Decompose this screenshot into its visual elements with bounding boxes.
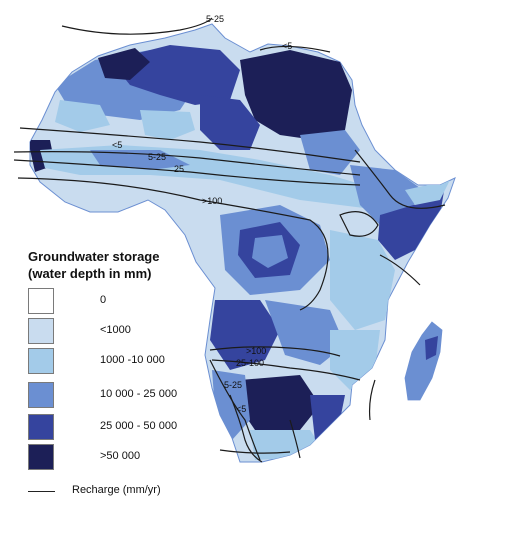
recharge-contour-sahel-25 [13, 159, 361, 186]
recharge-contour-sahel-5-25 [13, 151, 361, 176]
contour-label-sahel-25: 25 [174, 164, 184, 174]
recharge-contour-south-100 [209, 346, 341, 357]
recharge-contour-east-loop [339, 211, 379, 237]
legend-swatch [28, 414, 54, 440]
storage-zone-horn-pale [405, 180, 450, 205]
legend-label: 0 [100, 294, 107, 306]
recharge-contour-sw-5-25 [209, 359, 261, 461]
contour-label-sw-lt5: <5 [236, 404, 246, 414]
legend-swatch [28, 444, 54, 470]
recharge-contour-cape-a [219, 449, 291, 454]
storage-zone-somalia [378, 185, 445, 260]
storage-zone-west-pale [55, 100, 110, 132]
legend-swatch [28, 382, 54, 408]
storage-zone-karoo [310, 395, 345, 440]
legend-item: 25 000 - 50 000 [28, 413, 177, 441]
storage-zone-chad-basin [200, 95, 260, 150]
storage-zone-congo-inner [252, 235, 288, 268]
recharge-contour-ne [259, 45, 331, 53]
storage-zone-sahara-northwest [98, 48, 150, 80]
recharge-contour-cape-b [289, 419, 301, 459]
legend-title-line2: (water depth in mm) [28, 266, 152, 281]
madagascar [404, 321, 443, 401]
recharge-contour-nw [61, 17, 213, 35]
recharge-contour-sw-lt5 [229, 394, 263, 463]
legend-item: >50 000 [28, 443, 140, 471]
contour-label-ne: <5 [282, 41, 292, 51]
legend-item: 10 000 - 25 000 [28, 381, 177, 409]
contour-label-nw: 5-25 [206, 14, 224, 24]
storage-zone-angola [210, 300, 280, 370]
legend-label: >50 000 [100, 450, 141, 462]
madagascar-dark [425, 336, 438, 360]
recharge-line-symbol [28, 491, 55, 492]
storage-zone-zambia [265, 300, 345, 365]
legend-label: <1000 [100, 324, 131, 336]
contour-label-sahel-5-25: 5-25 [148, 152, 166, 162]
contour-label-equator-100: >100 [202, 196, 222, 206]
legend-item: <1000 [28, 317, 131, 345]
storage-zone-nile [300, 130, 360, 175]
legend-swatch [28, 318, 54, 344]
recharge-legend-label: Recharge (mm/yr) [72, 484, 161, 496]
legend-item: 0 [28, 287, 106, 315]
contour-label-south-25-100: 25-100 [236, 358, 264, 368]
storage-zone-east-africa [330, 230, 395, 330]
recharge-contour-sahel-lt5 [19, 127, 361, 163]
contour-label-sw-5-25: 5-25 [224, 380, 242, 390]
legend-swatch [28, 288, 54, 314]
legend-title: Groundwater storage (water depth in mm) [28, 248, 159, 282]
legend-label: 1000 -10 000 [100, 354, 165, 366]
legend-label: 25 000 - 50 000 [100, 420, 178, 432]
storage-zone-south-africa [250, 430, 320, 460]
contour-label-sahel-lt5: <5 [112, 140, 122, 150]
legend-item: 1000 -10 000 [28, 347, 165, 375]
recharge-contour-horn [354, 149, 446, 209]
legend-swatch [28, 348, 54, 374]
recharge-contour-madagascar [368, 379, 376, 421]
legend-label: 10 000 - 25 000 [100, 388, 178, 400]
recharge-contour-south-25-100 [211, 359, 361, 381]
legend-title-line1: Groundwater storage [28, 249, 160, 264]
contour-label-south-100: >100 [246, 346, 266, 356]
storage-zone-kalahari [238, 375, 320, 430]
storage-zone-libya-egypt [240, 50, 352, 140]
recharge-contour-equator-100 [17, 177, 329, 311]
recharge-contour-somalia [379, 254, 421, 286]
storage-zone-sahara-pale [140, 110, 195, 140]
